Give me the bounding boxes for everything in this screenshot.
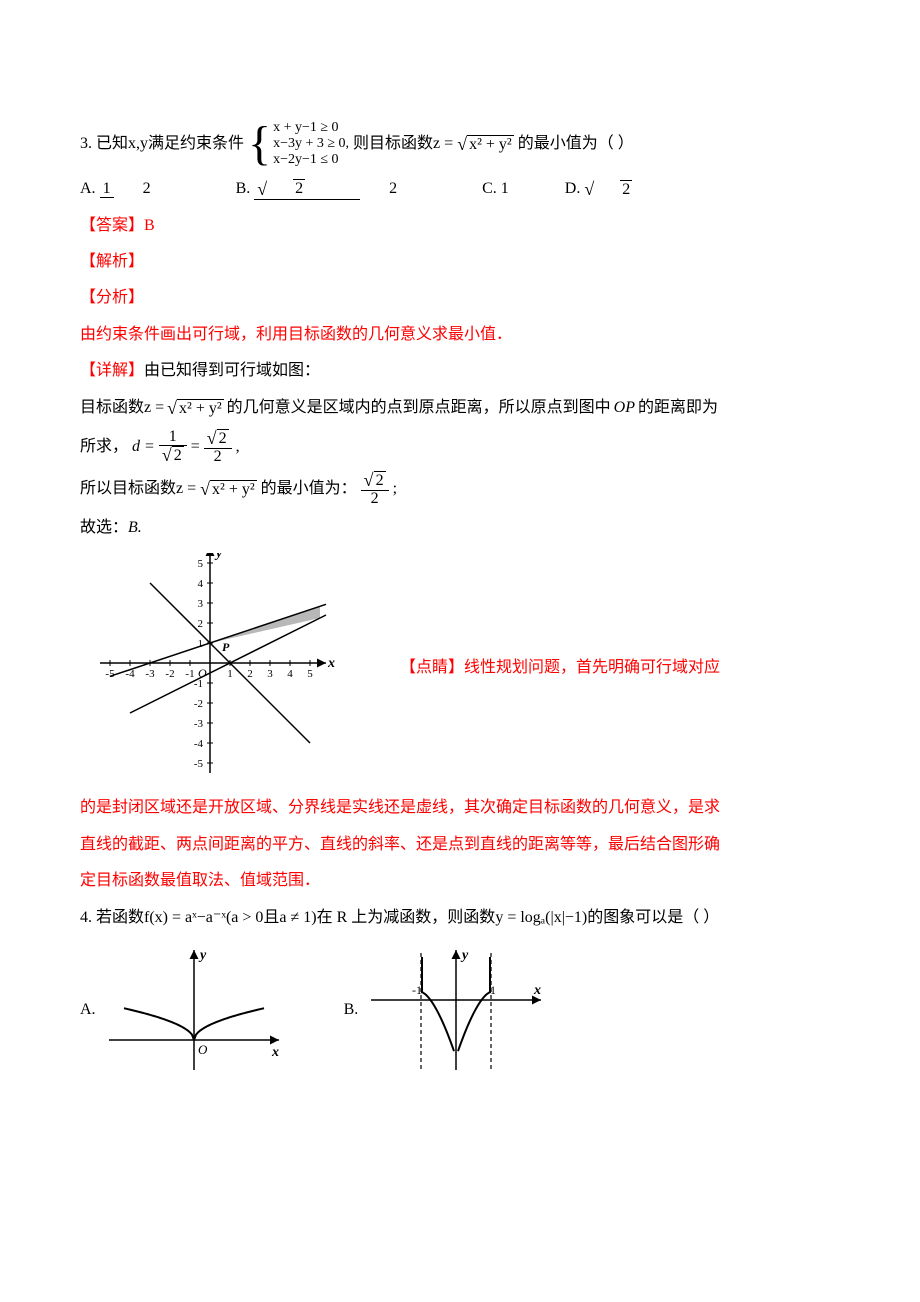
z-sqrt-1: √x² + y²	[167, 399, 224, 418]
option-c[interactable]: C. 1	[482, 174, 535, 204]
svg-text:-4: -4	[194, 738, 204, 750]
svg-text:-2: -2	[194, 698, 203, 710]
svg-text:x: x	[533, 983, 541, 998]
svg-text:y: y	[214, 553, 223, 561]
constraint-2: x−3y + 3 ≥ 0,	[273, 136, 349, 152]
min-line: 所以目标函数z = √x² + y² 的最小值为： √2 2 ;	[80, 471, 840, 507]
q4-stem: 4. 若函数f(x) = aˣ−a⁻ˣ(a > 0且a ≠ 1)在 R 上为减函…	[80, 903, 840, 933]
tip-p1: 的是封闭区域还是开放区域、分界线是实线还是虚线，其次确定目标函数的几何意义，是求	[80, 793, 840, 823]
svg-text:3: 3	[267, 668, 273, 680]
fenxi-body: 由约束条件画出可行域，利用目标函数的几何意义求最小值．	[80, 320, 840, 350]
svg-text:-3: -3	[145, 668, 155, 680]
feasible-region-graph: -5-4-3-2-112345-5-4-3-2-112345OxyP	[80, 553, 370, 783]
answer-line: 【答案】B	[80, 211, 840, 241]
option-d[interactable]: D. √2	[565, 174, 684, 204]
q4-option-a[interactable]: A. Oxy	[80, 945, 284, 1075]
svg-text:P: P	[222, 640, 230, 654]
gu-xuan: 故选：B.	[80, 513, 840, 543]
geom-line-2: 所求， d = 1 √2 = √2 2 ,	[80, 429, 840, 465]
svg-text:3: 3	[198, 598, 204, 610]
objective-pre: 则目标函数z =	[353, 129, 453, 159]
tip-p2: 直线的截距、两点间距离的平方、直线的斜率、还是点到直线的距离等等，最后结合图形确	[80, 830, 840, 860]
graph-tip-row: -5-4-3-2-112345-5-4-3-2-112345OxyP 【点睛】线…	[80, 553, 840, 783]
svg-text:-3: -3	[194, 718, 204, 730]
q4-option-b[interactable]: B. -11xy	[344, 945, 547, 1075]
svg-text:5: 5	[307, 668, 313, 680]
jiexi-label: 【解析】	[80, 247, 840, 277]
svg-text:x: x	[327, 656, 335, 671]
constraint-1: x + y−1 ≥ 0	[273, 120, 349, 136]
svg-text:-5: -5	[194, 758, 204, 770]
constraint-system: { x + y−1 ≥ 0 x−3y + 3 ≥ 0, x−2y−1 ≤ 0	[248, 120, 349, 168]
svg-text:4: 4	[287, 668, 293, 680]
svg-text:1: 1	[227, 668, 233, 680]
svg-text:x: x	[271, 1045, 279, 1060]
q3-suffix: 的最小值为（ ）	[518, 129, 634, 159]
q3-options: A. 12 B. √2 2 C. 1 D. √2	[80, 174, 840, 204]
geom-line-1: 目标函数z = √x² + y² 的几何意义是区域内的点到原点距离，所以原点到图…	[80, 393, 840, 423]
fenxi-label: 【分析】	[80, 283, 840, 313]
tip-inline: 【点睛】线性规划问题，首先明确可行域对应	[400, 653, 720, 683]
svg-text:y: y	[198, 948, 207, 963]
q3-stem: 3. 已知x,y满足约束条件 { x + y−1 ≥ 0 x−3y + 3 ≥ …	[80, 120, 840, 168]
svg-text:O: O	[198, 1042, 208, 1057]
svg-text:1: 1	[198, 638, 204, 650]
q4-options: A. Oxy B. -11xy	[80, 945, 840, 1075]
objective-sqrt: √x² + y²	[457, 135, 514, 154]
q4-graph-a: Ox y	[104, 945, 284, 1075]
option-b[interactable]: B. √2 2	[236, 174, 453, 204]
svg-text:-5: -5	[105, 668, 115, 680]
svg-text:2: 2	[247, 668, 253, 680]
svg-text:2: 2	[198, 618, 204, 630]
q4-graph-b: -1 1 x y	[366, 945, 546, 1075]
svg-text:5: 5	[198, 558, 204, 570]
z-sqrt-2: √x² + y²	[200, 480, 257, 499]
svg-text:y: y	[460, 948, 469, 963]
tip-p3: 定目标函数最值取法、值域范围．	[80, 866, 840, 896]
svg-text:O: O	[198, 666, 207, 680]
xiangjie-line: 【详解】由已知得到可行域如图：	[80, 356, 840, 386]
svg-text:-1: -1	[412, 983, 422, 997]
option-a[interactable]: A. 12	[80, 174, 206, 204]
svg-text:-2: -2	[165, 668, 174, 680]
constraint-3: x−2y−1 ≤ 0	[273, 152, 349, 168]
q3-prefix: 3. 已知x,y满足约束条件	[80, 129, 244, 159]
svg-text:1: 1	[490, 983, 496, 997]
svg-text:4: 4	[198, 578, 204, 590]
